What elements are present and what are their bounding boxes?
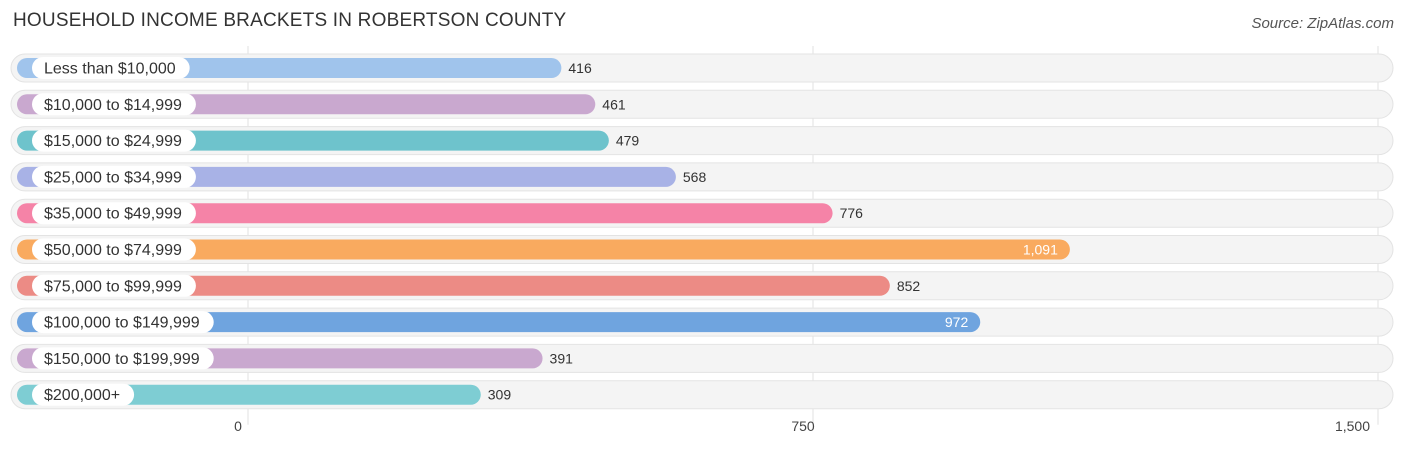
- bar-row: $100,000 to $149,999 972: [10, 307, 1394, 337]
- bar-row: $200,000+ 309: [10, 380, 1394, 410]
- value-label: 776: [840, 205, 864, 221]
- bar: [17, 239, 1070, 260]
- value-label: 479: [616, 133, 640, 149]
- bar-row: $35,000 to $49,999 776: [10, 198, 1394, 228]
- bar: [17, 312, 981, 333]
- bar-row: $150,000 to $199,999 391: [10, 343, 1394, 373]
- category-label-pill: [32, 57, 190, 79]
- value-label: 309: [488, 387, 512, 403]
- category-label: $75,000 to $99,999: [44, 278, 182, 295]
- value-label: 568: [683, 169, 707, 185]
- bar-row: $25,000 to $34,999 568: [10, 162, 1394, 192]
- category-label: $50,000 to $74,999: [44, 242, 182, 259]
- category-label-pill: [32, 238, 196, 261]
- value-label: 852: [897, 278, 921, 294]
- x-tick-label: 1,500: [1335, 418, 1370, 434]
- category-label-pill: [32, 383, 135, 406]
- category-label: $100,000 to $149,999: [44, 315, 200, 332]
- bar-row: $10,000 to $14,999 461: [10, 89, 1394, 119]
- category-label: $10,000 to $14,999: [44, 97, 182, 114]
- value-label: 1,091: [1023, 242, 1058, 258]
- category-label: $150,000 to $199,999: [44, 351, 200, 368]
- bar-row: $75,000 to $99,999 852: [10, 271, 1394, 301]
- x-axis-ticks: 0 750 1,500: [234, 418, 1370, 434]
- category-label: $35,000 to $49,999: [44, 206, 182, 223]
- value-label: 972: [945, 314, 969, 330]
- chart-source: Source: ZipAtlas.com: [1251, 15, 1394, 32]
- x-tick-label: 0: [234, 418, 242, 434]
- value-label: 391: [550, 350, 574, 366]
- value-label: 416: [568, 60, 592, 76]
- category-label-pill: [32, 347, 214, 370]
- bar: [17, 203, 833, 224]
- value-label: 461: [602, 96, 626, 112]
- category-label: $25,000 to $34,999: [44, 169, 182, 186]
- bar-row: $50,000 to $74,999 1,091: [10, 235, 1394, 264]
- category-label-pill: [32, 202, 196, 225]
- category-label: $15,000 to $24,999: [44, 133, 182, 150]
- category-label-pill: [32, 274, 196, 297]
- bar: [17, 275, 890, 296]
- x-tick-label: 750: [791, 418, 815, 434]
- category-label-pill: [32, 93, 196, 116]
- chart-title: HOUSEHOLD INCOME BRACKETS IN ROBERTSON C…: [13, 10, 567, 31]
- bar: [17, 384, 481, 405]
- category-label: $200,000+: [44, 387, 120, 404]
- bar-row: $15,000 to $24,999 479: [10, 126, 1394, 156]
- category-label-pill: [32, 165, 196, 188]
- category-label-pill: [32, 311, 214, 334]
- bar-row: Less than $10,000 416: [10, 53, 1394, 83]
- category-label: Less than $10,000: [44, 61, 176, 78]
- category-label-pill: [32, 129, 196, 152]
- bar-rows: Less than $10,000 416 $10,000 to $14,999 46…: [10, 53, 1394, 410]
